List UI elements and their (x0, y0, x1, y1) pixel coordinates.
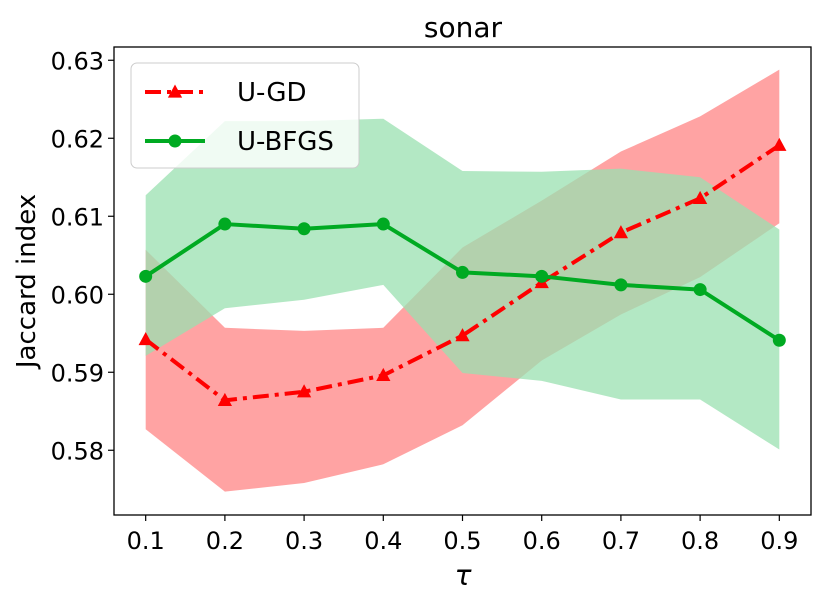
u-bfgs-point (376, 217, 390, 231)
u-bfgs-point (614, 278, 628, 292)
u-bfgs-point (456, 265, 469, 279)
x-tick-label: 0.3 (285, 527, 323, 555)
u-gd-point (296, 384, 312, 398)
u-gd-point (613, 225, 629, 239)
u-gd-point (692, 190, 708, 204)
y-tick-label: 0.63 (51, 47, 104, 75)
y-axis-ticks: 0.58 0.59 0.60 0.61 0.62 0.63 (51, 47, 114, 465)
y-tick-label: 0.58 (51, 437, 104, 465)
u-bfgs-point (218, 217, 232, 231)
legend-u-bfgs-label: U-BFGS (237, 127, 334, 157)
x-tick-label: 0.1 (127, 527, 165, 555)
y-tick-label: 0.60 (51, 281, 104, 309)
u-gd-point (772, 137, 787, 151)
u-gd-point (138, 332, 153, 346)
x-tick-label: 0.9 (760, 527, 798, 555)
legend-u-bfgs-marker (168, 134, 182, 148)
u-bfgs-point (535, 269, 549, 283)
u-gd-point (217, 392, 233, 406)
u-bfgs-point (772, 333, 786, 347)
x-axis-label: τ (455, 559, 472, 592)
x-tick-label: 0.8 (681, 527, 719, 555)
legend-u-gd-marker (167, 84, 183, 98)
u-gd-point (455, 328, 470, 342)
x-tick-label: 0.7 (602, 527, 640, 555)
x-axis-ticks: 0.1 0.2 0.3 0.4 0.5 0.6 0.7 0.8 0.9 (127, 515, 798, 555)
u-bfgs-band (145, 118, 780, 450)
legend: U-GD U-BFGS (130, 62, 360, 169)
u-gd-point (376, 367, 391, 382)
y-tick-label: 0.62 (51, 125, 104, 153)
series-markers (138, 137, 787, 406)
y-tick-label: 0.59 (51, 359, 104, 387)
legend-u-gd-label: U-GD (237, 78, 307, 108)
x-tick-label: 0.2 (206, 527, 244, 555)
y-axis-label: Jaccard index (12, 194, 42, 370)
u-bfgs-point (693, 283, 707, 297)
u-bfgs-point (297, 222, 311, 236)
x-tick-label: 0.4 (364, 527, 402, 555)
u-bfgs-point (139, 269, 153, 283)
y-tick-label: 0.61 (51, 203, 104, 231)
x-tick-label: 0.6 (523, 527, 561, 555)
x-tick-label: 0.5 (443, 527, 481, 555)
chart-title: sonar (424, 11, 503, 44)
